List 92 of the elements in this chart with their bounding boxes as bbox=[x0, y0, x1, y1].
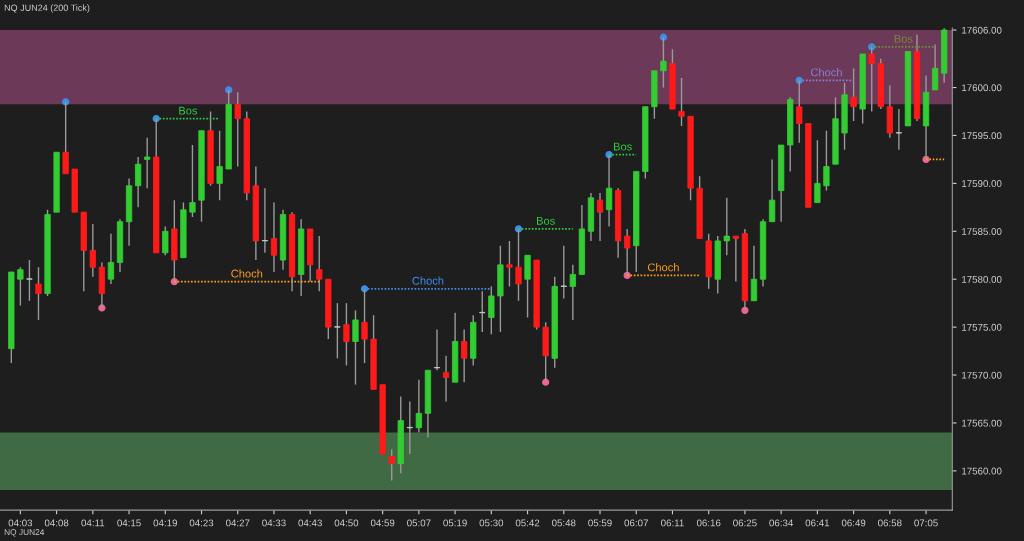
x-tick-label: 06:25 bbox=[733, 519, 757, 527]
candlestick bbox=[895, 108, 903, 151]
y-tick-label: 17590.00 bbox=[962, 180, 1002, 187]
series-label: Bos bbox=[613, 142, 632, 151]
y-tick-label: 17570.00 bbox=[962, 371, 1002, 379]
series-label: Choch bbox=[412, 276, 444, 285]
x-tick-label: 06:41 bbox=[805, 519, 830, 527]
x-tick-label: 05:19 bbox=[443, 519, 467, 527]
x-tick-label: 05:07 bbox=[407, 519, 431, 527]
candlestick bbox=[515, 228, 522, 302]
x-tick-label: 04:33 bbox=[262, 519, 286, 527]
x-tick-label: 06:11 bbox=[661, 519, 684, 527]
x-tick-label: 04:59 bbox=[370, 519, 395, 527]
x-tick-label: 05:48 bbox=[552, 519, 576, 527]
candlestick bbox=[823, 129, 830, 192]
x-tick-label: 04:23 bbox=[189, 519, 214, 527]
candlestick bbox=[723, 197, 730, 256]
y-tick-label: 17580.00 bbox=[962, 275, 1002, 283]
candlestick bbox=[415, 379, 423, 434]
y-tick-label: 17606.00 bbox=[962, 26, 1002, 34]
series-label: Bos bbox=[894, 34, 913, 43]
x-tick-label: 05:30 bbox=[479, 519, 504, 527]
candlestick bbox=[678, 77, 685, 127]
candlestick bbox=[814, 139, 821, 204]
candlestick bbox=[768, 158, 776, 223]
candlestick bbox=[479, 290, 486, 333]
candlestick bbox=[234, 91, 241, 168]
chart-title: NQ JUN24 (200 Tick) bbox=[4, 4, 90, 13]
candlestick bbox=[868, 46, 875, 113]
y-tick-label: 17575.00 bbox=[962, 323, 1002, 331]
candlestick bbox=[316, 235, 323, 292]
series-label: Bos bbox=[179, 106, 198, 115]
x-tick-label: 06:58 bbox=[878, 519, 902, 527]
candlestick bbox=[261, 187, 269, 254]
candlestick bbox=[850, 67, 857, 122]
candlestick bbox=[134, 156, 142, 209]
candlestick bbox=[162, 225, 169, 256]
x-tick-label: 06:49 bbox=[841, 519, 866, 527]
series-label: Choch bbox=[810, 68, 842, 77]
x-tick-label: 07:05 bbox=[914, 519, 938, 527]
candlestick bbox=[144, 137, 151, 189]
candlestick bbox=[189, 144, 196, 218]
candlestick bbox=[361, 288, 368, 364]
candlestick bbox=[17, 266, 24, 307]
x-tick-label: 04:27 bbox=[225, 519, 250, 527]
y-tick-label: 17565.00 bbox=[962, 419, 1002, 427]
y-tick-label: 17595.00 bbox=[962, 132, 1002, 140]
candlestick bbox=[461, 328, 468, 383]
candlestick bbox=[524, 254, 531, 319]
candlestick bbox=[107, 232, 115, 285]
series-label: Choch bbox=[647, 263, 679, 272]
x-tick-label: 05:59 bbox=[588, 519, 612, 527]
x-tick-label: 04:15 bbox=[117, 519, 141, 527]
candlestick bbox=[388, 448, 395, 482]
y-tick-label: 17585.00 bbox=[962, 228, 1002, 235]
x-tick-label: 06:34 bbox=[769, 519, 794, 527]
x-tick-label: 05:42 bbox=[515, 519, 540, 527]
candlestick bbox=[732, 235, 739, 283]
candlestick bbox=[334, 302, 341, 359]
candlestick bbox=[62, 101, 69, 175]
x-tick-label: 04:03 bbox=[8, 519, 33, 527]
candlestick bbox=[270, 201, 278, 273]
candlestick bbox=[560, 244, 567, 300]
series-label: Bos bbox=[537, 217, 555, 225]
candlestick bbox=[488, 285, 495, 336]
y-tick-label: 17560.00 bbox=[962, 467, 1002, 475]
candlestick bbox=[596, 192, 604, 242]
candlestick bbox=[796, 79, 803, 144]
candlestick bbox=[35, 266, 42, 321]
candlestick bbox=[26, 259, 33, 302]
candlestick bbox=[352, 309, 359, 386]
candlestick bbox=[89, 223, 96, 278]
candlestick bbox=[216, 129, 223, 201]
candlestick bbox=[750, 244, 758, 302]
candlestick bbox=[569, 264, 576, 321]
x-tick-label: 06:07 bbox=[624, 519, 648, 527]
x-tick-label: 06:16 bbox=[696, 519, 721, 527]
candlestick bbox=[506, 240, 513, 288]
candlestick bbox=[660, 36, 667, 89]
x-tick-label: 04:08 bbox=[44, 519, 69, 527]
text: NQ JUN24 bbox=[4, 529, 45, 537]
series-label: Choch bbox=[231, 269, 263, 278]
x-tick-label: 04:43 bbox=[298, 519, 322, 527]
x-tick-label: 04:50 bbox=[334, 519, 359, 527]
candlestick bbox=[406, 400, 413, 455]
candlestick bbox=[433, 328, 441, 371]
candlestick bbox=[343, 302, 350, 367]
candlestick bbox=[442, 355, 450, 403]
y-tick-label: 17600.00 bbox=[962, 84, 1002, 92]
x-tick-label: 04:11 bbox=[81, 519, 105, 527]
x-tick-label: 04:19 bbox=[153, 519, 177, 527]
candlestick bbox=[931, 43, 939, 91]
